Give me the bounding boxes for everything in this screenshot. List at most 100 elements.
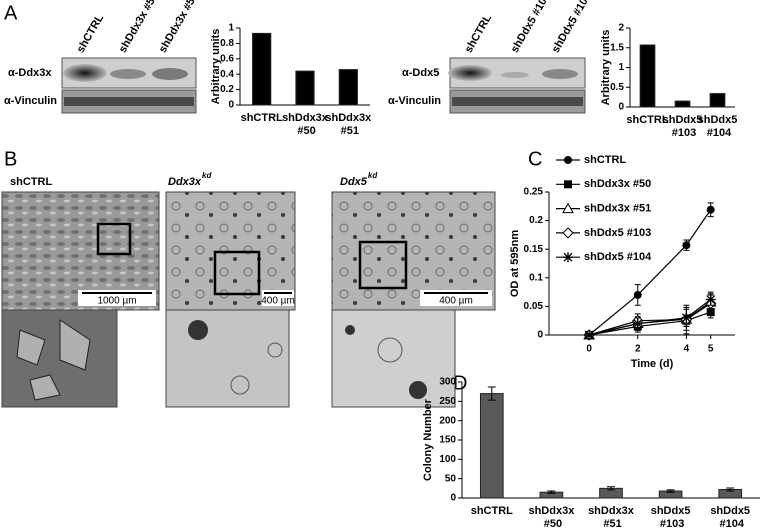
label-line: #50 (294, 125, 315, 137)
y-tick-label: 0.8 (220, 38, 234, 49)
label-line: #51 (338, 125, 359, 137)
bar (709, 93, 726, 108)
legend-label: shDdx5 #104 (584, 251, 652, 263)
legend-label: shDdx3x #50 (584, 178, 651, 190)
error-bar (547, 490, 556, 494)
x-tick-label: 4 (684, 344, 690, 355)
y-tick-label: 300 (439, 377, 456, 388)
y-tick-label: 0.05 (524, 301, 544, 312)
y-tick-label: 0 (450, 493, 456, 504)
y-tick-label: 0.5 (610, 82, 624, 93)
series-line (588, 209, 712, 336)
antibody-label: α-Ddx5 (402, 67, 439, 79)
marker (632, 318, 643, 329)
label-line: shDdx5 (698, 114, 738, 126)
label-line: shDdx3x (325, 112, 372, 124)
series-line (588, 299, 712, 336)
y-axis-label: OD at 595nm (509, 230, 521, 297)
lane-label: shDdx3x #51 (157, 0, 201, 55)
blot (61, 57, 197, 114)
marker (706, 205, 715, 214)
label-line: shDdx5 (651, 505, 691, 517)
label-line: shDdx3x (282, 112, 329, 124)
label-line: #104 (716, 518, 744, 530)
label-line: shDdx3x (588, 505, 635, 517)
bar (252, 32, 272, 106)
y-tick-label: 1 (618, 62, 624, 73)
antibody-label: α-Vinculin (388, 95, 441, 107)
marker (563, 252, 573, 263)
x-tick-label: 0 (586, 344, 592, 355)
y-tick-label: 1 (228, 23, 234, 34)
bar (639, 44, 656, 108)
x-tick-label: shCTRL (471, 505, 513, 517)
y-tick-label: 200 (439, 415, 456, 426)
x-tick-label: shDdx5 #103 (663, 114, 703, 139)
marker (681, 312, 692, 323)
micrograph-title: Ddx3x (168, 176, 202, 188)
y-tick-label: 0 (228, 100, 234, 111)
marker (562, 202, 574, 214)
x-tick-label: 5 (708, 344, 714, 355)
y-tick-label: 0 (618, 102, 624, 113)
lane-label: shDdx5 #103 (509, 0, 553, 55)
micrograph (1, 191, 496, 408)
label-line: #104 (704, 127, 732, 139)
error-bar (487, 386, 496, 401)
lane-label: shDdx5 #104 (550, 0, 594, 55)
marker (633, 290, 642, 299)
bar (338, 69, 358, 106)
panel-letter: B (4, 148, 17, 170)
error-bar (726, 487, 735, 492)
y-axis-label: Colony Number (422, 398, 434, 481)
panel-letter: D (453, 372, 467, 394)
x-tick-label: shDdx3x #51 (588, 505, 635, 530)
error-bar (607, 486, 615, 491)
antibody-label: α-Vinculin (4, 95, 57, 107)
bar (479, 393, 504, 499)
micrograph-superscript: kd (368, 171, 378, 180)
lane-label: shCTRL (75, 12, 107, 55)
x-tick-label: shDdx3x #50 (282, 112, 329, 137)
y-tick-label: 0.25 (524, 187, 544, 198)
legend-label: shDdx5 #103 (584, 227, 651, 239)
label-line: shDdx5 (663, 114, 703, 126)
lane-label: shCTRL (463, 12, 495, 55)
label-line: #51 (600, 518, 621, 530)
y-tick-label: 0.6 (220, 53, 234, 64)
legend-label: shCTRL (584, 154, 626, 166)
x-tick-label: shDdx5 #103 (651, 505, 691, 530)
label-line: shDdx3x (528, 505, 575, 517)
micrograph-superscript: kd (202, 171, 212, 180)
y-tick-label: 0.2 (529, 215, 543, 226)
scale-bar-label: 400 µm (261, 296, 295, 307)
x-tick-label: 2 (635, 344, 641, 355)
blot (448, 57, 586, 114)
x-axis-label: Time (d) (631, 358, 674, 370)
scale-bar-label: 1000 µm (97, 296, 136, 307)
error-bar (666, 489, 675, 493)
scale-bar-label: 400 µm (439, 296, 473, 307)
label-line: #50 (541, 518, 562, 530)
panel-letter: A (4, 2, 18, 24)
x-tick-label: shDdx3x #51 (325, 112, 372, 137)
y-axis-label: Arbitrary units (600, 30, 612, 106)
marker (562, 227, 574, 239)
micrograph-title: Ddx5 (340, 176, 368, 188)
y-axis-label: Arbitrary units (210, 29, 222, 105)
y-tick-label: 0 (537, 330, 543, 341)
marker (705, 294, 716, 305)
y-tick-label: 50 (445, 473, 457, 484)
y-tick-label: 150 (439, 435, 456, 446)
x-tick-label: shDdx5 #104 (710, 505, 750, 530)
marker (564, 180, 572, 189)
panel-letter: C (528, 148, 542, 170)
legend-label: shDdx3x #51 (584, 203, 651, 215)
series-line (589, 311, 711, 336)
marker (682, 241, 691, 250)
y-tick-label: 0.2 (220, 84, 234, 95)
bar (674, 100, 691, 108)
micrograph-title: shCTRL (10, 176, 52, 188)
y-tick-label: 0.4 (220, 69, 234, 80)
